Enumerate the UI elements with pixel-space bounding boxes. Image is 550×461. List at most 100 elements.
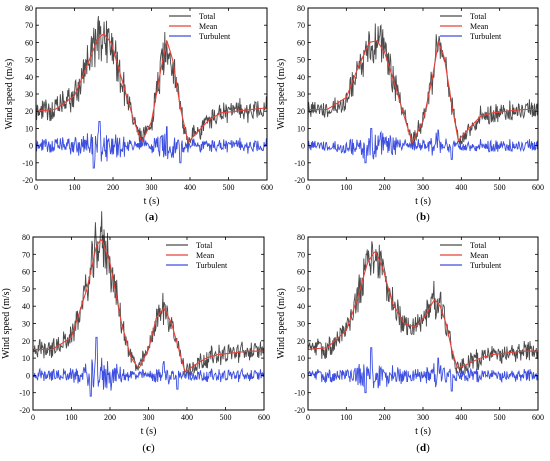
legend-entry: Turbulent [199, 32, 231, 41]
y-tick-label: 70 [297, 21, 305, 30]
x-axis-label: t (s) [144, 196, 160, 207]
chart-panel-c: 0 100 200 300 400 500 600 -20 -10 0 10 20 30 40 50 60 70… [1, 211, 270, 454]
x-axis-label: t (s) [415, 426, 431, 437]
x-tick-label: 300 [417, 183, 429, 192]
y-tick-label: 70 [25, 21, 33, 30]
x-tick-label: 100 [340, 183, 352, 192]
y-tick-label: 10 [25, 124, 33, 133]
x-tick-label: 400 [455, 413, 467, 422]
y-tick-label: 20 [297, 107, 305, 116]
x-tick-label: 200 [379, 183, 391, 192]
y-tick-label: 60 [22, 268, 30, 277]
y-tick-label: -20 [22, 176, 33, 185]
panel-caption: (d) [416, 442, 430, 454]
y-tick-label: -20 [294, 176, 305, 185]
series-total-line [32, 211, 265, 378]
y-tick-label: -20 [19, 406, 30, 415]
y-tick-label: 60 [25, 38, 33, 47]
series-turbulent-line [32, 336, 265, 397]
y-tick-label: 20 [25, 107, 33, 116]
x-tick-label: 600 [532, 183, 544, 192]
y-tick-label: 70 [297, 250, 305, 259]
y-tick-label: 40 [22, 302, 30, 311]
y-axis-label: Wind speed (m/s) [276, 59, 287, 130]
series-turbulent-line [35, 121, 268, 169]
x-tick-label: 600 [258, 413, 270, 422]
y-tick-label: 80 [25, 4, 33, 13]
y-tick-label: -10 [22, 159, 33, 168]
y-tick-label: 80 [297, 4, 305, 13]
x-tick-label: 300 [143, 413, 155, 422]
y-tick-label: 50 [297, 56, 305, 65]
plot-frame [307, 7, 539, 181]
x-tick-label: 200 [104, 413, 116, 422]
x-tick-label: 0 [306, 413, 310, 422]
x-tick-label: 300 [417, 413, 429, 422]
legend-entry: Mean [470, 22, 488, 31]
y-tick-label: 30 [297, 90, 305, 99]
y-tick-label: 50 [297, 285, 305, 294]
y-tick-label: 20 [297, 337, 305, 346]
y-tick-label: -10 [294, 389, 305, 398]
y-tick-label: 80 [22, 233, 30, 242]
legend-entry: Turbulent [470, 261, 502, 270]
x-axis-label: t (s) [141, 426, 157, 437]
x-tick-label: 400 [455, 183, 467, 192]
x-tick-label: 500 [494, 183, 506, 192]
y-tick-label: 40 [297, 73, 305, 82]
series-mean-line [35, 33, 268, 143]
y-tick-label: 50 [25, 56, 33, 65]
y-axis-label: Wind speed (m/s) [1, 288, 12, 359]
y-tick-label: 0 [301, 371, 305, 380]
x-tick-label: 300 [146, 183, 158, 192]
x-tick-label: 200 [379, 413, 391, 422]
plot-frame [307, 236, 539, 411]
legend-entry: Total [199, 12, 216, 21]
x-tick-label: 400 [184, 183, 196, 192]
series-turbulent-line [307, 127, 539, 164]
x-tick-label: 500 [494, 413, 506, 422]
legend-entry: Mean [196, 251, 214, 260]
y-tick-label: 0 [29, 142, 33, 151]
y-tick-label: 10 [297, 354, 305, 363]
y-tick-label: 60 [297, 38, 305, 47]
y-tick-label: 40 [297, 302, 305, 311]
x-tick-label: 0 [34, 183, 38, 192]
y-tick-label: 30 [25, 90, 33, 99]
series-total-line [307, 23, 539, 148]
x-tick-label: 200 [107, 183, 119, 192]
y-tick-label: 10 [22, 354, 30, 363]
y-tick-label: 80 [297, 233, 305, 242]
x-tick-label: 600 [532, 413, 544, 422]
y-tick-label: 30 [22, 320, 30, 329]
y-tick-label: -10 [294, 159, 305, 168]
chart-panel-d: 0 100 200 300 400 500 600 -20 -10 0 10 20 30 40 50 60 70… [276, 233, 544, 454]
legend-entry: Turbulent [470, 32, 502, 41]
x-tick-label: 500 [220, 413, 232, 422]
series-mean-line [308, 40, 538, 144]
chart-panel-a: 0 100 200 300 400 500 600 -20 -10 0 10 20 30 40 50 60 70… [4, 4, 273, 223]
legend-entry: Total [470, 12, 487, 21]
legend-entry: Turbulent [196, 261, 228, 270]
panel-caption: (b) [416, 211, 430, 223]
panel-caption: (c) [142, 442, 155, 454]
plot-frame [32, 236, 265, 411]
y-tick-label: 0 [301, 142, 305, 151]
panel-caption: (a) [145, 211, 158, 223]
y-tick-label: 40 [25, 73, 33, 82]
y-axis-label: Wind speed (m/s) [4, 59, 15, 130]
x-tick-label: 600 [261, 183, 273, 192]
y-tick-label: 30 [297, 320, 305, 329]
chart-panel-b: 0 100 200 300 400 500 600 -20 -10 0 10 20 30 40 50 60 70… [276, 4, 544, 223]
series-total-line [35, 15, 268, 153]
y-tick-label: 0 [26, 371, 30, 380]
legend-entry: Total [470, 241, 487, 250]
y-tick-label: 50 [22, 285, 30, 294]
x-tick-label: 0 [31, 413, 35, 422]
x-tick-label: 0 [306, 183, 310, 192]
x-tick-label: 100 [66, 413, 78, 422]
y-tick-label: 20 [22, 337, 30, 346]
series-mean-line [33, 239, 264, 373]
x-tick-label: 100 [340, 413, 352, 422]
